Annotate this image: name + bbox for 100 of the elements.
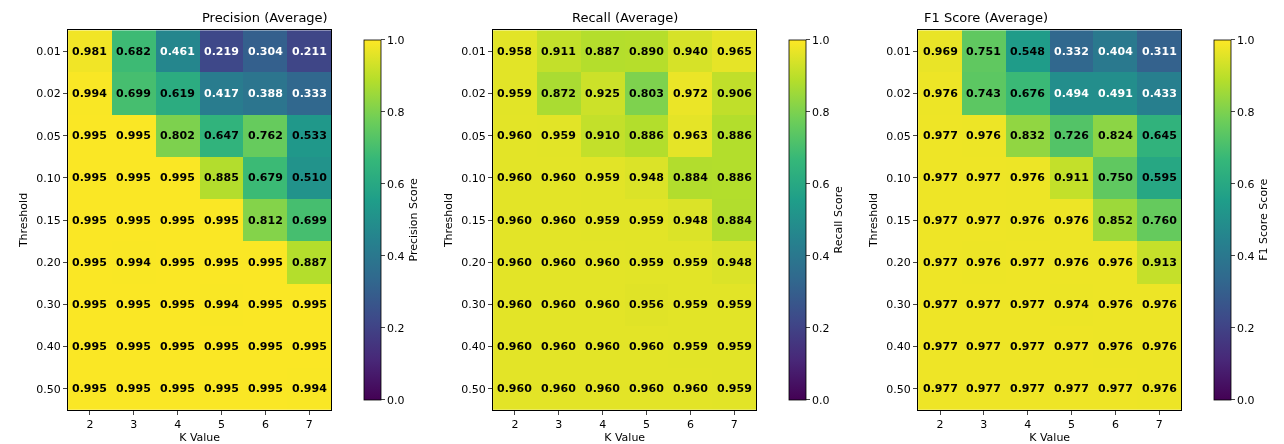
color-bar-label: 0.2 (812, 321, 830, 335)
data-label: 0.533 (292, 129, 327, 142)
data-label: 0.977 (966, 171, 1001, 184)
data-label: 0.977 (923, 256, 958, 269)
data-label: 0.995 (116, 171, 151, 184)
data-label: 0.886 (717, 171, 753, 184)
data-label: 0.994 (292, 382, 328, 395)
data-label: 0.994 (72, 87, 108, 100)
data-label: 0.911 (541, 45, 576, 58)
data-label: 0.959 (541, 129, 576, 142)
y-axis-title: Threshold (867, 192, 881, 249)
data-label: 0.995 (292, 340, 327, 353)
data-label: 0.925 (585, 87, 620, 100)
x-tick-label: 6 (686, 418, 694, 432)
x-tick-label: 6 (1111, 418, 1119, 432)
data-label: 0.977 (1098, 382, 1133, 395)
data-label: 0.956 (629, 298, 665, 311)
color-bar-label: 0.2 (387, 321, 405, 335)
x-tick-label: 7 (730, 418, 738, 432)
data-label: 0.433 (1142, 87, 1177, 100)
color-bar-label: 1.0 (387, 33, 405, 47)
data-label: 0.977 (923, 129, 958, 142)
y-tick-label: 0.40 (36, 340, 61, 354)
color-bar-label: 0.2 (1237, 321, 1255, 335)
data-label: 0.884 (673, 171, 709, 184)
data-label: 0.913 (1142, 256, 1177, 269)
data-label: 0.995 (248, 298, 283, 311)
data-label: 0.960 (585, 256, 621, 269)
data-label: 0.976 (1010, 214, 1046, 227)
y-tick-label: 0.01 (886, 45, 911, 59)
data-label: 0.960 (541, 256, 577, 269)
data-label: 0.699 (292, 214, 327, 227)
data-label: 0.995 (116, 129, 151, 142)
color-bar-label: 1.0 (1237, 33, 1255, 47)
color-bar-title: Precision Score (406, 177, 420, 262)
data-label: 0.976 (1054, 214, 1090, 227)
data-label: 0.995 (72, 214, 107, 227)
y-tick-label: 0.05 (36, 129, 61, 143)
x-axis-title: K Value (604, 431, 646, 444)
color-bar-title: F1 Score Score (1256, 178, 1270, 261)
data-label: 0.977 (923, 340, 958, 353)
color-bar-label: 0.6 (387, 177, 405, 191)
x-axis-title: K Value (1029, 431, 1071, 444)
color-bar-label: 0.0 (387, 393, 405, 407)
data-label: 0.995 (72, 171, 107, 184)
color-bar-label: 0.8 (1237, 105, 1255, 119)
data-label: 0.977 (1010, 256, 1045, 269)
data-label: 0.960 (585, 382, 621, 395)
data-label: 0.959 (673, 256, 708, 269)
data-label: 0.645 (1142, 129, 1177, 142)
color-bar-title: Recall Score (831, 186, 845, 254)
data-label: 0.311 (1142, 45, 1177, 58)
data-label: 0.960 (497, 214, 533, 227)
data-label: 0.619 (160, 87, 195, 100)
color-bar-label: 0.4 (1237, 249, 1255, 263)
data-label: 0.803 (629, 87, 664, 100)
data-label: 0.890 (629, 45, 665, 58)
data-label: 0.595 (1142, 171, 1177, 184)
x-tick-label: 4 (1024, 418, 1032, 432)
data-label: 0.959 (629, 256, 664, 269)
data-label: 0.802 (160, 129, 195, 142)
data-label: 0.977 (966, 298, 1001, 311)
data-label: 0.960 (497, 382, 533, 395)
color-bar-label: 1.0 (812, 33, 830, 47)
data-label: 0.948 (717, 256, 752, 269)
data-label: 0.959 (585, 214, 620, 227)
data-label: 0.981 (72, 45, 107, 58)
data-label: 0.762 (248, 129, 283, 142)
x-tick-label: 2 (936, 418, 944, 432)
data-label: 0.959 (585, 171, 620, 184)
x-tick-label: 2 (511, 418, 519, 432)
data-label: 0.995 (72, 129, 107, 142)
data-label: 0.884 (717, 214, 753, 227)
data-label: 0.548 (1010, 45, 1045, 58)
data-label: 0.960 (497, 129, 533, 142)
data-label: 0.995 (72, 382, 107, 395)
data-label: 0.743 (966, 87, 1001, 100)
data-label: 0.404 (1098, 45, 1134, 58)
y-tick-label: 0.20 (461, 256, 486, 270)
data-label: 0.995 (160, 298, 195, 311)
color-bar-label: 0.4 (812, 249, 830, 263)
data-label: 0.995 (292, 298, 327, 311)
data-label: 0.887 (292, 256, 327, 269)
x-tick-label: 7 (305, 418, 313, 432)
data-label: 0.976 (1142, 340, 1178, 353)
y-tick-label: 0.50 (461, 382, 486, 396)
data-label: 0.948 (629, 171, 664, 184)
color-bar-label: 0.0 (812, 393, 830, 407)
data-label: 0.995 (116, 382, 151, 395)
y-tick-label: 0.01 (461, 45, 486, 59)
data-label: 0.647 (204, 129, 239, 142)
data-label: 0.959 (717, 340, 752, 353)
y-tick-label: 0.20 (36, 256, 61, 270)
data-label: 0.994 (116, 256, 152, 269)
color-bar-label: 0.6 (812, 177, 830, 191)
data-label: 0.977 (1010, 298, 1045, 311)
x-tick-label: 4 (174, 418, 182, 432)
color-bar-label: 0.4 (387, 249, 405, 263)
x-tick-label: 4 (599, 418, 607, 432)
data-label: 0.751 (966, 45, 1001, 58)
